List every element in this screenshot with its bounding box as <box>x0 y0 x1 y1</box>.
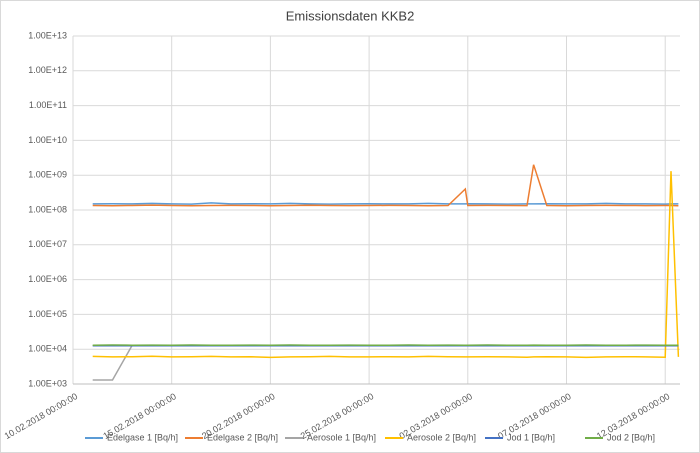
y-tick-label: 1.00E+10 <box>28 135 67 145</box>
data-line <box>92 171 680 359</box>
y-tick-label: 1.00E+12 <box>28 65 67 75</box>
y-tick-label: 1.00E+08 <box>28 204 67 214</box>
y-tick-label: 1.00E+13 <box>28 30 67 40</box>
y-tick-label: 1.00E+09 <box>28 170 67 180</box>
legend-label: Jod 2 [Bq/h] <box>607 432 655 442</box>
y-tick-label: 1.00E+06 <box>28 274 67 284</box>
data-line <box>92 202 679 205</box>
legend-label: Edelgase 1 [Bq/h] <box>107 432 178 442</box>
legend-label: Edelgase 2 [Bq/h] <box>207 432 278 442</box>
legend-label: Jod 1 [Bq/h] <box>507 432 555 442</box>
legend-label: Aerosole 2 [Bq/h] <box>407 432 476 442</box>
y-tick-label: 1.00E+04 <box>28 344 67 354</box>
y-tick-label: 1.00E+05 <box>28 309 67 319</box>
y-tick-label: 1.00E+11 <box>29 100 67 110</box>
y-tick-label: 1.00E+03 <box>28 378 67 388</box>
legend-label: Aerosole 1 [Bq/h] <box>307 432 376 442</box>
chart-title: Emissionsdaten KKB2 <box>286 8 415 23</box>
y-tick-label: 1.00E+07 <box>28 239 67 249</box>
data-line <box>92 164 679 207</box>
